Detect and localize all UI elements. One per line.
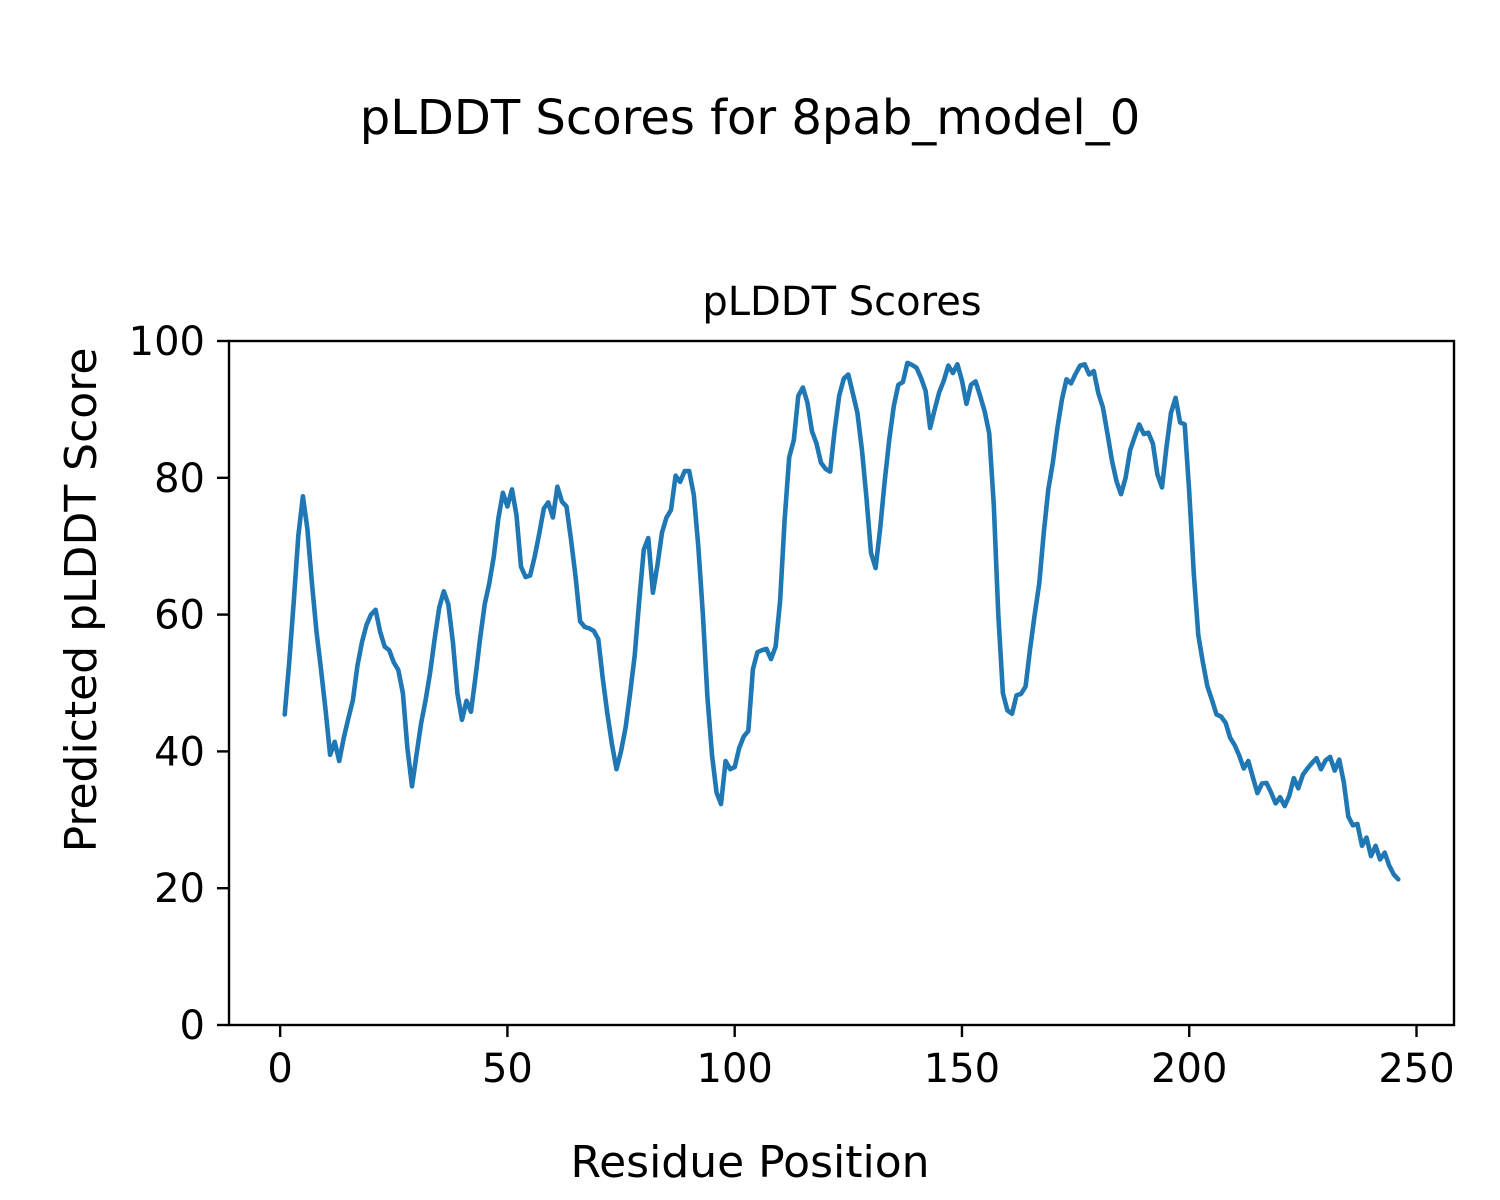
x-tick-label: 100: [697, 1046, 773, 1092]
plddt-score-line: [282, 360, 1401, 882]
axes-spines: [227, 339, 1456, 1027]
x-tick-label: 250: [1378, 1046, 1454, 1092]
figure-suptitle: pLDDT Scores for 8pab_model_0: [359, 90, 1141, 146]
y-tick-label: 100: [129, 319, 205, 365]
y-axis-label: Predicted pLDDT Score: [56, 347, 107, 853]
x-tick-label: 200: [1151, 1046, 1227, 1092]
y-tick-label: 20: [154, 866, 205, 912]
y-tick-label: 0: [180, 1003, 205, 1049]
x-axis-label: Residue Position: [570, 1137, 930, 1188]
x-tick-label: 0: [267, 1046, 292, 1092]
y-tick-label: 60: [154, 593, 205, 639]
y-tick-label: 80: [154, 456, 205, 502]
axes-title: pLDDT Scores: [702, 279, 982, 325]
y-tick-label: 40: [154, 729, 205, 775]
x-tick-label: 150: [924, 1046, 1000, 1092]
x-tick-label: 50: [482, 1046, 533, 1092]
